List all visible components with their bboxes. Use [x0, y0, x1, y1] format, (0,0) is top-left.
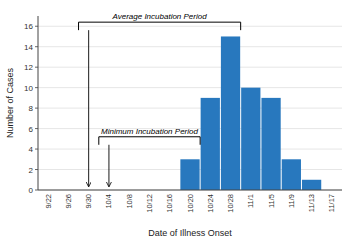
x-tick-label: 10/28	[226, 194, 235, 213]
x-tick-label: 10/8	[125, 194, 134, 209]
y-tick-label: 6	[29, 125, 34, 134]
y-tick-label: 14	[24, 43, 33, 52]
bar	[241, 88, 260, 190]
grid-line	[38, 26, 342, 27]
grid-line	[38, 149, 342, 150]
y-tick-label: 12	[24, 63, 33, 72]
x-tick-label: 9/30	[84, 194, 93, 209]
bar	[261, 98, 280, 190]
grid-line	[38, 46, 342, 47]
y-tick-label: 10	[24, 84, 33, 93]
x-tick-label: 11/13	[307, 194, 316, 212]
x-tick-label: 10/20	[186, 194, 195, 213]
bar	[302, 180, 321, 190]
bar	[201, 98, 220, 190]
y-axis-title: Number of Cases	[5, 67, 15, 138]
x-tick-label: 11/5	[267, 194, 276, 208]
x-tick-label: 10/4	[104, 194, 113, 209]
x-tick-label: 9/22	[44, 194, 53, 209]
x-axis-line	[38, 190, 342, 191]
x-tick-label: 10/12	[145, 194, 154, 213]
x-tick-label: 11/9	[287, 194, 296, 208]
annotation-label: Average Incubation Period	[112, 12, 208, 21]
y-tick-label: 16	[24, 22, 33, 31]
annotation-label: Minimum Incubation Period	[101, 127, 198, 136]
x-tick-label: 9/26	[64, 194, 73, 209]
chart-container: 0 2 4 6 8 10 12 14 16 9/22 9/26 9/30 10/4 10/8 10/12 10…	[0, 0, 350, 240]
grid-line	[38, 190, 342, 191]
grid	[38, 26, 342, 190]
x-tick-label: 11/1	[246, 194, 255, 208]
grid-line	[38, 67, 342, 68]
x-tick-label: 11/17	[327, 194, 336, 212]
bracket: Average Incubation Period	[79, 12, 241, 186]
y-axis-line	[38, 16, 39, 190]
bar	[180, 159, 199, 190]
arrow	[88, 30, 89, 186]
x-tick-label: 10/16	[165, 194, 174, 213]
bracket-line	[79, 22, 241, 30]
grid-line	[38, 87, 342, 88]
arrow	[108, 145, 109, 187]
chart-svg: 0 2 4 6 8 10 12 14 16 9/22 9/26 9/30 10/4 10/8 10/12 10…	[0, 0, 350, 240]
y-tick-label: 4	[29, 145, 34, 154]
grid-line	[38, 108, 342, 109]
bracket: Minimum Incubation Period	[99, 127, 200, 187]
bar	[282, 159, 301, 190]
y-tick-label: 8	[29, 104, 34, 113]
bar	[221, 36, 240, 190]
y-tick-label: 2	[29, 166, 34, 175]
y-tick-label: 0	[29, 186, 34, 195]
x-tick-label: 10/24	[206, 194, 215, 213]
bracket-line	[99, 137, 200, 145]
x-axis-title: Date of Illness Onset	[148, 228, 232, 238]
bars	[180, 36, 321, 190]
